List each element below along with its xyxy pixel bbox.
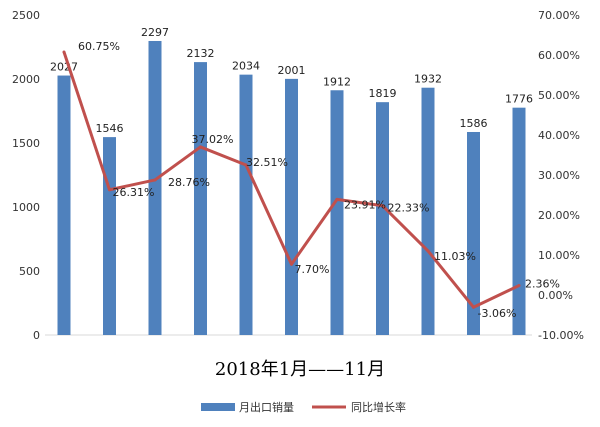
right-tick-label: 0.00%	[538, 289, 573, 302]
left-tick-label: 1500	[12, 137, 40, 150]
line-data-label: -3.06%	[478, 307, 517, 320]
line-point	[472, 305, 475, 309]
line-point	[335, 197, 339, 201]
left-tick-label: 0	[33, 329, 40, 342]
line-point	[62, 50, 66, 54]
right-tick-label: 50.00%	[538, 89, 580, 102]
line-point	[381, 204, 384, 208]
bar-data-label: 2132	[187, 47, 215, 60]
left-tick-label: 500	[19, 265, 40, 278]
bar	[57, 75, 71, 335]
line-point	[290, 262, 293, 266]
line-point	[199, 145, 202, 149]
bar-data-labels: 2027 1546 2297 2132 2034 2001 1912 1819 1932 1586…	[50, 26, 533, 135]
right-tick-label: 20.00%	[538, 209, 580, 222]
left-tick-label: 2500	[12, 9, 40, 22]
bar	[330, 90, 344, 335]
right-axis-ticks: -10.00% 0.00% 10.00% 20.00% 30.00% 40.00% 50.0…	[538, 9, 584, 342]
left-tick-label: 2000	[12, 73, 40, 86]
line-data-label: 28.76%	[168, 176, 210, 189]
line-point	[244, 163, 248, 167]
line-data-label: 22.33%	[388, 202, 430, 215]
bar	[285, 78, 298, 335]
bar	[239, 74, 253, 335]
line-point	[153, 178, 157, 182]
right-tick-label: 30.00%	[538, 169, 580, 182]
line-data-label: 37.02%	[192, 133, 234, 146]
legend: 月出口销量 同比增长率	[201, 400, 406, 414]
line-data-label: 32.51%	[246, 156, 288, 169]
bar	[148, 40, 162, 335]
line-data-label: 23.91%	[344, 198, 386, 211]
bar	[512, 107, 526, 335]
line-data-label: 2.36%	[525, 278, 560, 291]
bar-series	[57, 40, 526, 335]
line-data-labels: 60.75% 26.31% 28.76% 37.02% 32.51% 7.70% 23.91…	[78, 40, 560, 320]
right-tick-label: 10.00%	[538, 249, 580, 262]
line-point	[426, 249, 430, 253]
line-data-label: 26.31%	[113, 186, 155, 199]
line-point	[108, 188, 111, 192]
bar-data-label: 1819	[369, 87, 397, 100]
right-tick-label: 60.00%	[538, 49, 580, 62]
bar-data-label: 2027	[50, 61, 78, 74]
x-axis-title: 2018年1月——11月	[215, 359, 385, 380]
bar-data-label: 2034	[232, 60, 260, 73]
bar-data-label: 1776	[505, 93, 533, 106]
bar-data-label: 1586	[460, 117, 488, 130]
line-data-label: 60.75%	[78, 40, 120, 53]
legend-bar-label: 月出口销量	[239, 400, 294, 414]
line-data-label: 11.03%	[434, 250, 476, 263]
bar	[194, 62, 207, 335]
left-axis-ticks: 0 500 1000 1500 2000 2500	[12, 9, 40, 342]
left-tick-label: 1000	[12, 201, 40, 214]
bar-data-label: 1932	[414, 73, 442, 86]
bar-data-label: 1912	[323, 75, 351, 88]
bar-data-label: 1546	[96, 122, 124, 135]
line-point	[517, 284, 521, 288]
bar	[103, 137, 116, 335]
legend-line-label: 同比增长率	[351, 400, 406, 414]
right-tick-label: -10.00%	[538, 329, 584, 342]
right-tick-label: 40.00%	[538, 129, 580, 142]
line-series	[62, 50, 521, 309]
bar-data-label: 2001	[278, 64, 306, 77]
bar	[467, 131, 480, 335]
right-tick-label: 70.00%	[538, 9, 580, 22]
bar-data-label: 2297	[141, 26, 169, 39]
legend-bar-swatch	[201, 403, 235, 411]
bar	[376, 102, 389, 335]
bar	[421, 87, 435, 335]
line-data-label: 7.70%	[295, 263, 330, 276]
